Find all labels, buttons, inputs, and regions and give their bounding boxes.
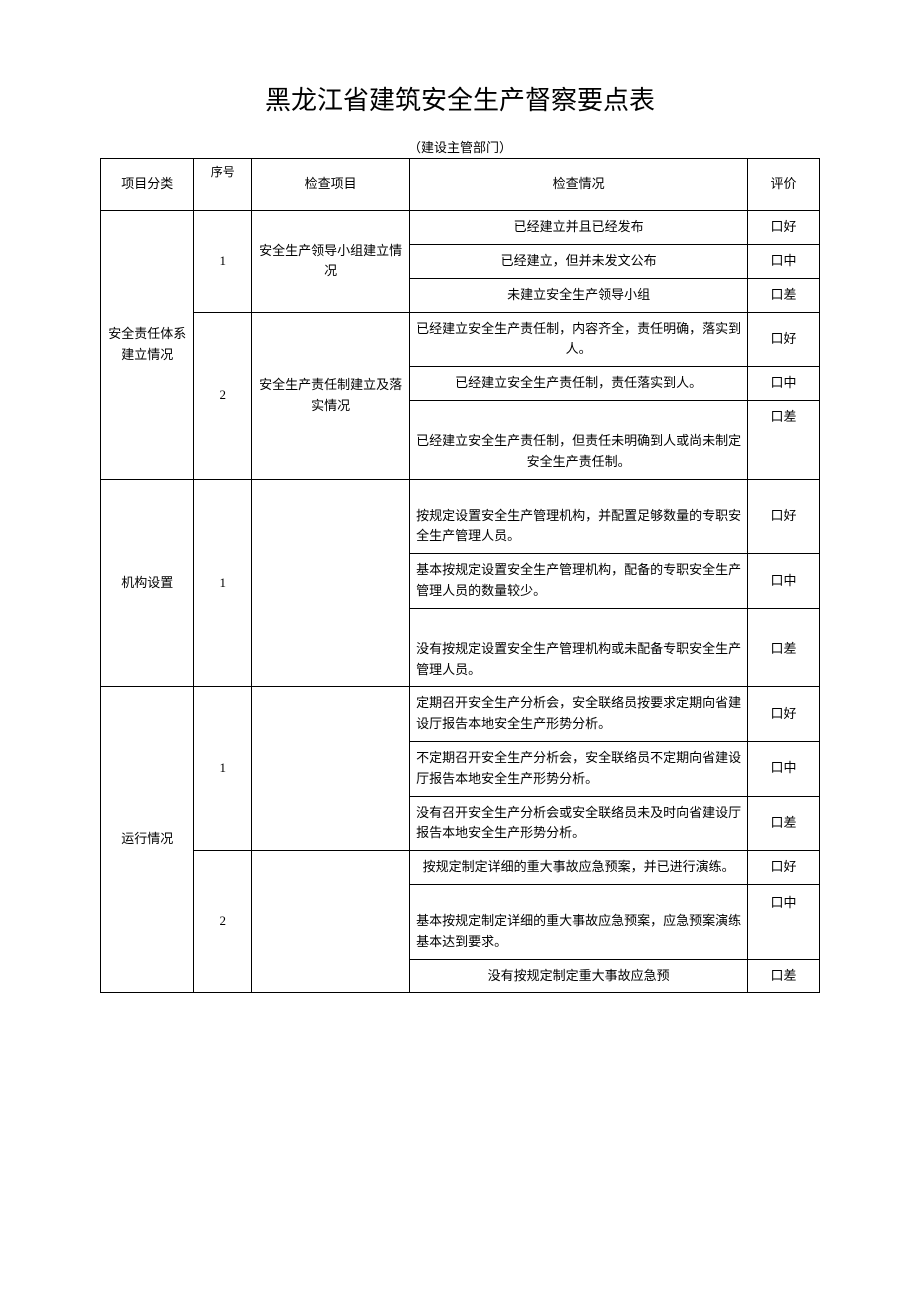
situation-cell: 已经建立安全生产责任制，但责任未明确到人或尚未制定安全生产责任制。 (410, 400, 748, 479)
eval-cell: 口中 (748, 367, 820, 401)
seq-cell: 2 (194, 851, 252, 993)
situation-cell: 按规定制定详细的重大事故应急预案，并已进行演练。 (410, 851, 748, 885)
situation-cell: 基本按规定制定详细的重大事故应急预案，应急预案演练基本达到要求。 (410, 884, 748, 959)
eval-cell: 口差 (748, 278, 820, 312)
header-category: 项目分类 (101, 159, 194, 211)
situation-cell: 没有召开安全生产分析会或安全联络员未及时向省建设厅报告本地安全生产形势分析。 (410, 796, 748, 851)
situation-cell: 按规定设置安全生产管理机构，并配置足够数量的专职安全生产管理人员。 (410, 479, 748, 554)
inspection-table: 项目分类 序号 检查项目 检查情况 评价 安全责任体系建立情况 1 安全生产领导… (100, 158, 820, 993)
eval-cell: 口好 (748, 687, 820, 742)
eval-cell: 口好 (748, 211, 820, 245)
item-cell (251, 851, 409, 993)
header-eval: 评价 (748, 159, 820, 211)
seq-cell: 1 (194, 687, 252, 851)
situation-cell: 已经建立并且已经发布 (410, 211, 748, 245)
situation-cell: 基本按规定设置安全生产管理机构，配备的专职安全生产管理人员的数量较少。 (410, 554, 748, 609)
eval-cell: 口差 (748, 608, 820, 687)
eval-cell: 口中 (748, 741, 820, 796)
seq-cell: 2 (194, 312, 252, 479)
eval-cell: 口中 (748, 554, 820, 609)
table-row: 2 按规定制定详细的重大事故应急预案，并已进行演练。 口好 (101, 851, 820, 885)
table-row: 2 安全生产责任制建立及落实情况 已经建立安全生产责任制，内容齐全，责任明确，落… (101, 312, 820, 367)
item-cell: 安全生产责任制建立及落实情况 (251, 312, 409, 479)
situation-cell: 已经建立安全生产责任制，责任落实到人。 (410, 367, 748, 401)
document-title: 黑龙江省建筑安全生产督察要点表 (100, 80, 820, 117)
category-cell: 运行情况 (101, 687, 194, 993)
eval-cell: 口差 (748, 796, 820, 851)
item-cell (251, 479, 409, 687)
header-seq: 序号 (194, 159, 252, 211)
header-situation: 检查情况 (410, 159, 748, 211)
eval-cell: 口差 (748, 959, 820, 993)
eval-cell: 口好 (748, 479, 820, 554)
situation-cell: 定期召开安全生产分析会，安全联络员按要求定期向省建设厅报告本地安全生产形势分析。 (410, 687, 748, 742)
eval-cell: 口差 (748, 400, 820, 479)
table-row: 运行情况 1 定期召开安全生产分析会，安全联络员按要求定期向省建设厅报告本地安全… (101, 687, 820, 742)
table-row: 机构设置 1 按规定设置安全生产管理机构，并配置足够数量的专职安全生产管理人员。… (101, 479, 820, 554)
item-cell: 安全生产领导小组建立情况 (251, 211, 409, 312)
item-cell (251, 687, 409, 851)
eval-cell: 口好 (748, 851, 820, 885)
eval-cell: 口中 (748, 884, 820, 959)
category-cell: 机构设置 (101, 479, 194, 687)
table-header-row: 项目分类 序号 检查项目 检查情况 评价 (101, 159, 820, 211)
situation-cell: 没有按规定设置安全生产管理机构或未配备专职安全生产管理人员。 (410, 608, 748, 687)
situation-cell: 不定期召开安全生产分析会，安全联络员不定期向省建设厅报告本地安全生产形势分析。 (410, 741, 748, 796)
eval-cell: 口好 (748, 312, 820, 367)
situation-cell: 已经建立，但并未发文公布 (410, 244, 748, 278)
header-item: 检查项目 (251, 159, 409, 211)
document-subtitle: （建设主管部门） (100, 137, 820, 156)
situation-cell: 已经建立安全生产责任制，内容齐全，责任明确，落实到人。 (410, 312, 748, 367)
table-row: 安全责任体系建立情况 1 安全生产领导小组建立情况 已经建立并且已经发布 口好 (101, 211, 820, 245)
situation-cell: 没有按规定制定重大事故应急预 (410, 959, 748, 993)
seq-cell: 1 (194, 211, 252, 312)
eval-cell: 口中 (748, 244, 820, 278)
category-cell: 安全责任体系建立情况 (101, 211, 194, 479)
situation-cell: 未建立安全生产领导小组 (410, 278, 748, 312)
seq-cell: 1 (194, 479, 252, 687)
